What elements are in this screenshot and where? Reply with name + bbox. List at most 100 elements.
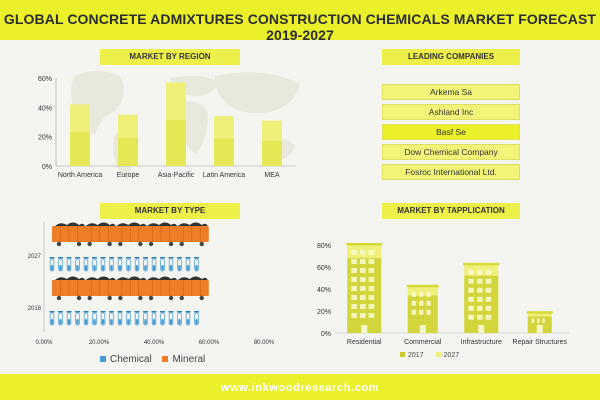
chemical-tube xyxy=(177,257,182,272)
y-tick-label: 60% xyxy=(38,76,52,83)
chemical-tube xyxy=(185,257,191,272)
chemical-tube xyxy=(92,311,97,326)
legend-chemical-label: Chemical xyxy=(110,354,152,365)
y-tick-label: 80% xyxy=(317,243,331,250)
chemical-tube xyxy=(117,257,123,272)
application-bar-2017 xyxy=(464,275,499,333)
application-building xyxy=(346,243,383,333)
mineral-wagon xyxy=(82,276,117,301)
chemical-tube xyxy=(168,257,174,272)
mineral-wagon xyxy=(144,222,179,247)
x-tick-label: Residential xyxy=(347,339,382,346)
mineral-wagon xyxy=(82,222,117,247)
chemical-tube xyxy=(134,311,140,326)
mineral-wagon xyxy=(174,276,209,301)
mineral-wagon xyxy=(113,276,148,301)
legend-chemical-swatch xyxy=(100,356,106,362)
y-tick-label: 60% xyxy=(317,265,331,272)
x-tick-label: 60.00% xyxy=(199,340,220,346)
chemical-tube xyxy=(49,311,55,326)
chemical-tube xyxy=(66,311,72,326)
type-chart: 0.00% 20.00% 40.00% 60.00% 80.00% 2027 2018 xyxy=(28,222,275,346)
region-bar-shade xyxy=(70,132,90,166)
mineral-wagon xyxy=(144,276,179,301)
company-item: Ashland Inc xyxy=(382,104,520,120)
application-building xyxy=(406,284,439,333)
x-tick-label: Latin America xyxy=(203,172,246,179)
company-item: Arkema Sa xyxy=(382,84,520,100)
legend-2017-label: 2017 xyxy=(408,352,424,359)
chemical-tube xyxy=(160,311,165,326)
mineral-wagon xyxy=(113,222,148,247)
chemical-tube xyxy=(143,311,148,326)
chemical-tube xyxy=(109,311,114,326)
legend-2017-swatch xyxy=(400,352,405,357)
y-tick-label: 40% xyxy=(38,105,52,112)
x-tick-label: North America xyxy=(58,172,102,179)
chemical-tube xyxy=(168,311,174,326)
x-tick-label: MEA xyxy=(264,172,280,179)
legend-2027-label: 2027 xyxy=(443,352,460,359)
application-building xyxy=(463,262,500,333)
company-item: Basf Se xyxy=(382,124,520,140)
mineral-wagon xyxy=(174,222,209,247)
chemical-tube xyxy=(143,257,148,272)
x-tick-label: Commercial xyxy=(404,339,442,346)
section-label-region: MARKET BY REGION xyxy=(100,49,240,65)
x-tick-label: 80.00% xyxy=(254,340,275,346)
chemical-tube xyxy=(134,257,140,272)
application-building xyxy=(526,311,553,333)
chemical-tube xyxy=(100,311,106,326)
y-tick-label: 0% xyxy=(321,331,331,338)
chemical-tube xyxy=(194,311,199,326)
type-legend: Chemical Mineral xyxy=(100,354,205,365)
mineral-wagon xyxy=(52,276,86,301)
chemical-tube xyxy=(177,311,182,326)
x-tick-label: 40.00% xyxy=(144,340,165,346)
region-chart: 0% 20% 40% 60% North America Europe Asia-Pacif… xyxy=(38,71,300,180)
chemical-tube xyxy=(83,257,89,272)
y-tick-label: 2018 xyxy=(28,306,42,312)
chemical-tube xyxy=(151,257,157,272)
chemical-tube xyxy=(75,257,80,272)
chemical-tube xyxy=(126,257,131,272)
chemical-tube xyxy=(151,311,157,326)
x-tick-label: Repair Structures xyxy=(513,339,568,346)
company-item: Dow Chemical Company xyxy=(382,144,520,160)
region-bar-shade xyxy=(118,137,138,166)
chemical-tube xyxy=(83,311,89,326)
chemical-tube xyxy=(100,257,106,272)
region-bar-shade xyxy=(262,140,282,166)
y-tick-label: 2027 xyxy=(28,254,42,260)
chemical-tube xyxy=(75,311,80,326)
x-tick-label: Infrastructure xyxy=(461,339,502,346)
legend-mineral-swatch xyxy=(162,356,169,362)
legend-2027-swatch xyxy=(435,352,441,357)
y-tick-label: 20% xyxy=(38,135,52,142)
chemical-tube xyxy=(160,257,165,272)
chemical-tube xyxy=(109,257,114,272)
chemical-tube xyxy=(66,257,72,272)
chemical-tube xyxy=(58,311,63,326)
x-tick-label: Europe xyxy=(117,172,140,179)
mineral-wagon xyxy=(52,222,86,247)
page-title: GLOBAL CONCRETE ADMIXTURES CONSTRUCTION … xyxy=(3,11,597,43)
title-band xyxy=(0,0,600,40)
y-tick-label: 40% xyxy=(317,287,331,294)
chemical-tube xyxy=(117,311,123,326)
footer-url: www.inkwoodresearch.com xyxy=(220,382,380,394)
section-label-companies: LEADING COMPANIES xyxy=(382,49,520,65)
y-tick-label: 20% xyxy=(317,309,331,316)
application-legend: 2017 2027 xyxy=(400,352,459,359)
chemical-tube xyxy=(194,257,199,272)
section-label-application: MARKET BY TAPPLICATION xyxy=(382,203,520,219)
chemical-tube xyxy=(58,257,63,272)
y-tick-label: 0% xyxy=(42,164,52,171)
company-item: Fosroc International Ltd. xyxy=(382,164,520,180)
region-bar-shade xyxy=(166,120,186,166)
application-chart: 0% 20% 40% 60% 80% Residential Commercial Infra… xyxy=(317,243,569,346)
chemical-tube xyxy=(126,311,131,326)
x-tick-label: Asia-Pacific xyxy=(158,172,195,179)
chemical-tube xyxy=(185,311,191,326)
chemical-tube xyxy=(92,257,97,272)
